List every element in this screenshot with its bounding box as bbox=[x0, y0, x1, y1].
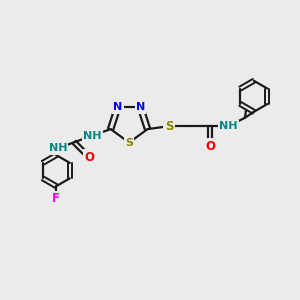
Text: NH: NH bbox=[219, 121, 238, 131]
Text: NH: NH bbox=[83, 131, 101, 141]
Text: F: F bbox=[52, 192, 60, 205]
Text: S: S bbox=[165, 120, 173, 133]
Text: NH: NH bbox=[49, 143, 67, 153]
Text: O: O bbox=[84, 151, 94, 164]
Text: N: N bbox=[136, 102, 145, 112]
Text: S: S bbox=[125, 137, 133, 148]
Text: O: O bbox=[205, 140, 215, 153]
Text: N: N bbox=[113, 102, 122, 112]
